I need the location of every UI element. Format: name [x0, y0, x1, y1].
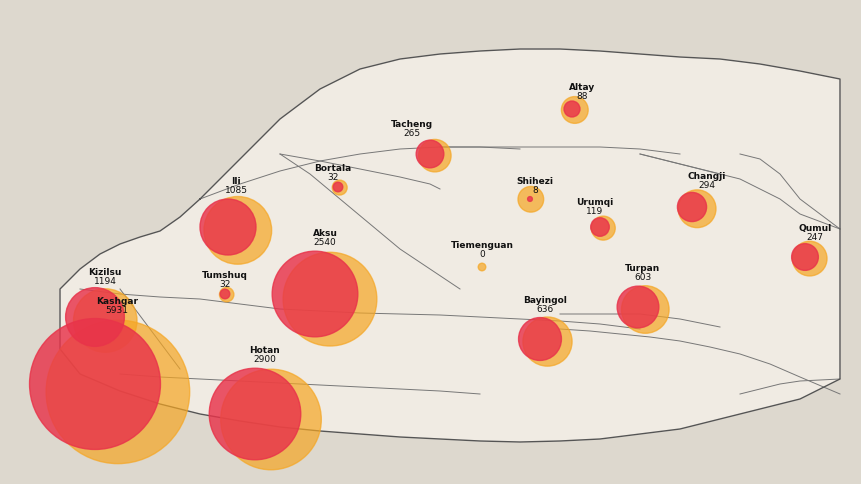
Circle shape: [73, 289, 137, 352]
Circle shape: [563, 102, 579, 118]
Text: Altay: Altay: [568, 83, 594, 92]
Text: Aksu: Aksu: [313, 228, 337, 238]
Circle shape: [561, 97, 587, 124]
Circle shape: [416, 141, 443, 168]
Text: 603: 603: [634, 272, 651, 282]
Circle shape: [523, 318, 572, 366]
Circle shape: [677, 193, 706, 222]
Text: 5931: 5931: [105, 305, 128, 314]
Text: Tiemenguan: Tiemenguan: [450, 241, 513, 249]
Text: Hotan: Hotan: [250, 346, 280, 354]
Text: Urumqi: Urumqi: [576, 197, 613, 206]
Circle shape: [590, 218, 609, 237]
Text: 247: 247: [806, 232, 822, 241]
Text: 636: 636: [536, 304, 553, 313]
Circle shape: [418, 140, 450, 172]
Text: Kashgar: Kashgar: [96, 296, 138, 305]
Circle shape: [282, 253, 376, 346]
Text: Tacheng: Tacheng: [391, 120, 432, 129]
Circle shape: [527, 197, 532, 202]
Text: Bayingol: Bayingol: [523, 295, 567, 304]
Text: 294: 294: [697, 181, 715, 190]
Circle shape: [272, 252, 357, 337]
Text: Changji: Changji: [687, 172, 725, 181]
Circle shape: [46, 320, 189, 464]
Circle shape: [29, 319, 160, 450]
Text: 2900: 2900: [253, 354, 276, 363]
Text: Qumul: Qumul: [797, 223, 831, 232]
Polygon shape: [60, 50, 839, 442]
Text: Kizilsu: Kizilsu: [88, 267, 121, 276]
Circle shape: [621, 286, 668, 333]
Circle shape: [591, 217, 615, 241]
Circle shape: [478, 264, 486, 271]
Circle shape: [65, 288, 124, 347]
Circle shape: [220, 289, 230, 299]
Text: Shihezi: Shihezi: [516, 176, 553, 185]
Text: 0: 0: [479, 249, 484, 258]
Circle shape: [331, 181, 347, 196]
Circle shape: [518, 318, 561, 361]
Circle shape: [678, 191, 715, 228]
Text: Bortala: Bortala: [314, 164, 351, 173]
Circle shape: [220, 288, 233, 302]
Text: 88: 88: [576, 92, 587, 101]
Text: 1194: 1194: [94, 276, 116, 285]
Circle shape: [333, 183, 343, 193]
Text: 32: 32: [327, 173, 338, 182]
Text: 265: 265: [403, 129, 420, 138]
Circle shape: [220, 369, 321, 470]
Text: Ili: Ili: [231, 177, 240, 186]
Circle shape: [200, 199, 256, 256]
Text: 2540: 2540: [313, 238, 336, 247]
Text: 1085: 1085: [224, 186, 247, 195]
Text: Turpan: Turpan: [624, 264, 660, 272]
Circle shape: [209, 368, 300, 460]
Circle shape: [616, 287, 658, 328]
Circle shape: [517, 187, 543, 212]
Text: 119: 119: [585, 206, 603, 215]
Text: 32: 32: [219, 280, 231, 288]
Circle shape: [204, 197, 271, 265]
Circle shape: [791, 242, 826, 276]
Text: 8: 8: [531, 185, 537, 194]
Circle shape: [790, 244, 817, 271]
Text: Tumshuq: Tumshuq: [201, 271, 248, 280]
